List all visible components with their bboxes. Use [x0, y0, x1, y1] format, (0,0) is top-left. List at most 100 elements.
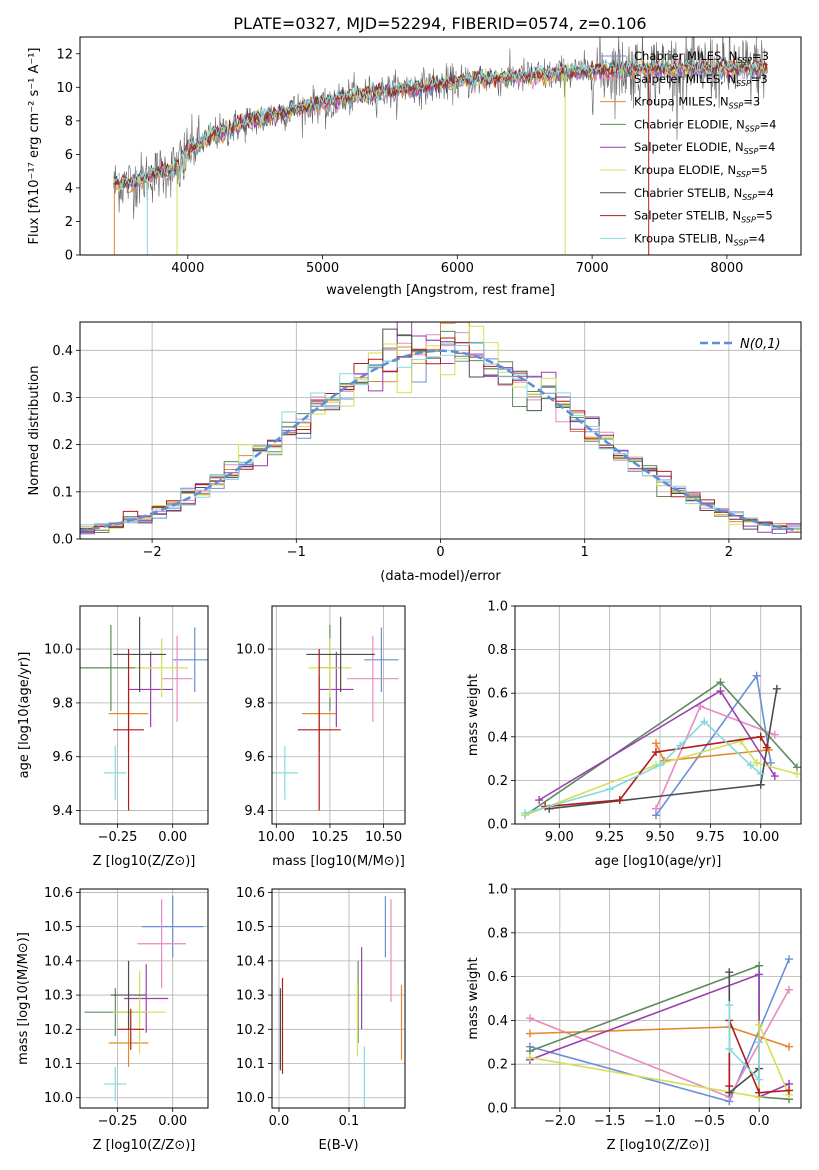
weight-line: [655, 705, 776, 810]
y-tick-label: 10.3: [236, 989, 265, 1004]
legend-label: Chabrier ELODIE, NSSP=4: [634, 117, 776, 133]
legend-label: N(0,1): [740, 337, 781, 352]
panel-1: −2 −1 0 1 2 0.0 0.1 0.2 0.3 0.4 (data-model)/error…: [27, 321, 802, 584]
y-axis-label: Normed distribution: [27, 366, 42, 496]
y-tick-label: 0.4: [487, 1014, 508, 1029]
y-tick-label: 10.4: [236, 954, 265, 969]
y-tick-label: 6: [65, 148, 73, 163]
weight-marker: [752, 671, 761, 680]
model-line: [113, 57, 768, 191]
legend-label-main: Salpeter STELIB, N: [634, 209, 741, 223]
weight-marker: [651, 739, 660, 748]
weight-marker: [736, 737, 745, 746]
weight-marker: [756, 780, 765, 789]
y-tick-label: 0.4: [487, 730, 508, 745]
legend-label-sub: SSP: [745, 124, 760, 133]
y-tick-label: 0.8: [487, 643, 508, 658]
legend-label: Salpeter MILES, NSSP=3: [634, 72, 768, 88]
x-tick-label: 2: [725, 545, 733, 560]
x-tick-label: 0.0: [269, 1114, 290, 1129]
legend-label: Kroupa MILES, NSSP=3: [634, 95, 760, 111]
x-axis-label: (data-model)/error: [380, 569, 501, 584]
x-tick-label: 10.25: [311, 830, 348, 845]
axes-frame: [79, 36, 802, 256]
weight-marker: [700, 717, 709, 726]
weight-marker: [755, 970, 764, 979]
axes-frame: [514, 605, 802, 825]
y-tick-label: 0.3: [52, 391, 73, 406]
legend-label-sub: SSP: [734, 238, 749, 247]
plot-area: [113, 37, 768, 255]
x-tick-label: 6000: [441, 261, 474, 276]
weight-marker: [792, 769, 801, 778]
legend-label-tail: =4: [758, 140, 775, 154]
x-tick-label: 0.0: [749, 1114, 770, 1129]
weight-marker: [656, 761, 665, 770]
panel-3: 10.00 10.25 10.50 9.4 9.6 9.8 10.0 mass [log10(…: [236, 605, 406, 869]
x-axis-label: E(B-V): [318, 1138, 358, 1153]
weight-marker: [615, 796, 624, 805]
y-tick-label: 0.2: [52, 438, 73, 453]
weight-marker: [762, 743, 771, 752]
plot-area: [521, 671, 801, 820]
y-tick-label: 10.6: [44, 886, 73, 901]
x-tick-label: −0.25: [98, 1114, 138, 1129]
x-tick-label: 4000: [171, 261, 204, 276]
normal-curve: [80, 349, 799, 532]
x-tick-label: 0: [436, 545, 444, 560]
y-tick-label: 0.6: [487, 970, 508, 985]
legend-label-main: Kroupa MILES, N: [634, 95, 729, 109]
x-tick-label: 10.50: [365, 830, 402, 845]
weight-marker: [725, 1044, 734, 1053]
plot-area: [279, 895, 403, 1108]
weight-marker: [755, 1020, 764, 1029]
panel-7: −2.0 −1.5 −1.0 −0.5 0.0 0.0 0.2 0.4 0.6 0.8 1.0 Z […: [466, 883, 802, 1153]
plot-area: [84, 895, 204, 1102]
histogram-step: [80, 342, 801, 537]
x-tick-label: 9.75: [696, 830, 725, 845]
x-tick-label: 9.25: [595, 830, 624, 845]
weight-marker: [785, 1086, 794, 1095]
x-tick-label: −2.0: [544, 1114, 576, 1129]
y-tick-label: 8: [65, 114, 73, 129]
y-tick-label: 4: [65, 181, 73, 196]
y-axis-label: Flux [fλ10⁻¹⁷ erg cm⁻² s⁻¹ A⁻¹]: [27, 48, 42, 245]
weight-marker: [755, 1038, 764, 1047]
weight-marker: [725, 1082, 734, 1091]
legend-label-sub: SSP: [744, 147, 759, 156]
weight-marker: [725, 1001, 734, 1010]
y-tick-label: 10.2: [44, 1023, 73, 1038]
legend-label-sub: SSP: [741, 216, 756, 225]
weight-marker: [746, 761, 755, 770]
y-tick-label: 0.4: [52, 344, 73, 359]
y-tick-label: 10.0: [44, 1091, 73, 1106]
y-tick-label: 0.0: [52, 533, 73, 548]
plot-area: [525, 955, 794, 1106]
panel-2: −0.25 0.00 9.4 9.6 9.8 10.0 Z [log10(Z/Z⊙)] age…: [17, 605, 209, 869]
weight-marker: [605, 785, 614, 794]
x-tick-label: 9.50: [646, 830, 675, 845]
legend-label-tail: =5: [751, 163, 768, 177]
panel-0: 4000 5000 6000 7000 8000 0 2 4 6 8 10 12 wavelength …: [27, 36, 802, 298]
legend-label-main: Chabrier ELODIE, N: [634, 117, 745, 131]
x-axis-label: Z [log10(Z/Z⊙)]: [93, 1138, 196, 1153]
legend-label-sub: SSP: [736, 79, 751, 88]
legend-label-main: Chabrier STELIB, N: [634, 186, 742, 200]
legend-label-tail: =3: [743, 95, 760, 109]
model-line: [113, 57, 768, 191]
legend-label-tail: =3: [752, 49, 769, 63]
weight-line: [728, 1005, 760, 1082]
legend-label-tail: =3: [751, 72, 768, 86]
x-tick-label: 0.00: [158, 830, 187, 845]
legend-label-tail: =4: [760, 117, 777, 131]
y-tick-label: 10.6: [236, 886, 265, 901]
x-tick-label: 0.1: [339, 1114, 360, 1129]
x-tick-label: −1.5: [594, 1114, 626, 1129]
x-tick-label: −2: [143, 545, 162, 560]
legend-label: Kroupa ELODIE, NSSP=5: [634, 163, 768, 179]
y-tick-label: 9.8: [244, 696, 265, 711]
y-tick-label: 0.2: [487, 774, 508, 789]
y-tick-label: 10.3: [44, 989, 73, 1004]
y-tick-label: 10.0: [236, 643, 265, 658]
